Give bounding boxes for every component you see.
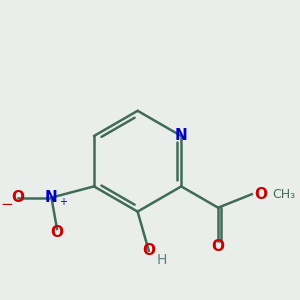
- Text: H: H: [157, 253, 167, 267]
- Text: +: +: [59, 197, 67, 207]
- Text: O: O: [50, 225, 64, 240]
- Text: O: O: [11, 190, 24, 205]
- Text: O: O: [212, 239, 225, 254]
- Text: O: O: [254, 187, 267, 202]
- Text: N: N: [45, 190, 58, 205]
- Text: N: N: [175, 128, 188, 143]
- Text: CH₃: CH₃: [272, 188, 295, 201]
- Text: O: O: [142, 243, 155, 258]
- Text: −: −: [0, 197, 13, 212]
